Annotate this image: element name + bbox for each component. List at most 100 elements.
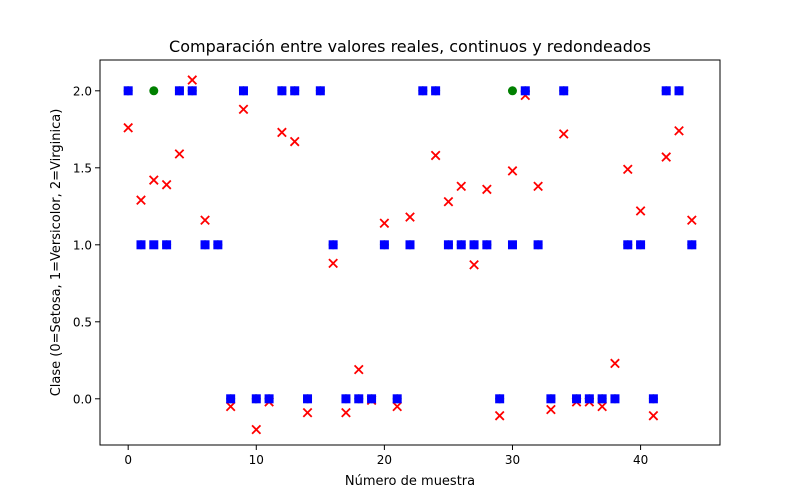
circle-point-2 — [149, 86, 159, 96]
x-point-41 — [648, 410, 659, 421]
y-tick-label-4: 2.0 — [73, 84, 92, 98]
x-point-3 — [161, 179, 172, 190]
square-point-24 — [431, 86, 441, 96]
square-point-31 — [520, 86, 530, 96]
square-point-14 — [303, 394, 313, 404]
square-point-35 — [572, 394, 582, 404]
square-point-36 — [584, 394, 594, 404]
y-tick-label-1: 0.5 — [73, 315, 92, 329]
x-point-32 — [533, 181, 543, 192]
x-tick-label-3: 30 — [505, 453, 520, 467]
x-point-34 — [558, 129, 569, 139]
square-point-39 — [623, 240, 633, 250]
square-point-16 — [328, 240, 338, 250]
square-point-26 — [456, 240, 466, 250]
square-point-37 — [597, 394, 607, 404]
x-point-16 — [328, 258, 338, 269]
x-point-4 — [174, 149, 185, 159]
square-point-10 — [251, 394, 261, 404]
square-point-20 — [379, 240, 389, 250]
x-point-12 — [277, 127, 287, 138]
x-tick-label-1: 10 — [249, 453, 264, 467]
y-axis: 0.0 0.5 1.0 1.5 2.0 — [73, 84, 100, 406]
square-point-17 — [341, 394, 351, 404]
square-point-5 — [187, 86, 197, 96]
square-point-41 — [648, 394, 658, 404]
square-point-2 — [149, 240, 159, 250]
square-point-19 — [367, 394, 377, 404]
x-axis: 0 10 20 30 40 — [124, 445, 648, 467]
x-point-9 — [238, 104, 249, 115]
square-point-6 — [200, 240, 210, 250]
square-point-13 — [290, 86, 300, 96]
y-axis-label: Clase (0=Setosa, 1=Versicolor, 2=Virgini… — [49, 109, 64, 397]
square-point-28 — [482, 240, 492, 250]
x-point-10 — [251, 424, 262, 435]
square-point-21 — [392, 394, 402, 404]
x-point-33 — [546, 404, 556, 415]
square-point-42 — [661, 86, 671, 96]
plot-frame — [99, 59, 721, 446]
x-point-8 — [225, 401, 236, 412]
square-point-27 — [469, 240, 479, 250]
square-point-11 — [264, 394, 274, 404]
x-point-43 — [674, 126, 684, 136]
y-tick-label-2: 1.0 — [73, 238, 92, 252]
square-point-15 — [315, 86, 325, 96]
x-point-37 — [597, 401, 607, 412]
x-point-5 — [187, 75, 198, 85]
square-point-3 — [162, 240, 172, 250]
square-point-40 — [636, 240, 646, 250]
square-point-18 — [354, 394, 364, 404]
series-x — [123, 75, 697, 435]
square-point-12 — [277, 86, 287, 96]
x-point-18 — [353, 364, 364, 375]
x-point-42 — [661, 152, 672, 162]
series-square — [123, 86, 697, 404]
x-point-40 — [635, 206, 646, 216]
circle-point-30 — [507, 86, 517, 96]
square-point-4 — [174, 86, 184, 96]
x-point-22 — [405, 212, 415, 222]
x-point-1 — [136, 195, 146, 205]
x-point-17 — [341, 407, 351, 418]
x-axis-label: Número de muestra — [345, 474, 475, 489]
x-point-28 — [482, 184, 492, 195]
square-point-30 — [507, 240, 517, 250]
square-point-25 — [443, 240, 453, 250]
square-point-44 — [687, 240, 697, 250]
square-point-43 — [674, 86, 684, 96]
x-point-27 — [469, 259, 479, 270]
square-point-33 — [546, 394, 556, 404]
x-point-14 — [302, 407, 313, 418]
x-point-21 — [392, 401, 403, 412]
x-tick-label-0: 0 — [124, 453, 132, 467]
x-point-2 — [148, 175, 159, 185]
x-point-24 — [430, 150, 441, 161]
x-tick-label-4: 40 — [633, 453, 648, 467]
square-point-34 — [559, 86, 569, 96]
x-point-29 — [494, 410, 505, 421]
square-point-0 — [123, 86, 133, 96]
square-point-38 — [610, 394, 620, 404]
x-point-6 — [200, 215, 210, 225]
square-point-7 — [213, 240, 223, 250]
x-point-30 — [507, 166, 518, 176]
x-point-0 — [123, 122, 134, 133]
x-point-44 — [686, 215, 697, 225]
y-tick-label-0: 0.0 — [73, 392, 92, 406]
chart-title: Comparación entre valores reales, contin… — [169, 37, 651, 56]
y-tick-label-3: 1.5 — [73, 161, 92, 175]
x-point-13 — [289, 136, 300, 147]
square-point-23 — [418, 86, 428, 96]
square-point-1 — [136, 240, 146, 250]
square-point-22 — [405, 240, 415, 250]
plot-marks — [123, 75, 697, 435]
x-point-38 — [610, 358, 620, 369]
x-point-20 — [379, 218, 390, 229]
square-point-32 — [533, 240, 543, 250]
x-point-39 — [622, 164, 633, 175]
x-tick-label-2: 20 — [377, 453, 392, 467]
square-point-8 — [226, 394, 236, 404]
